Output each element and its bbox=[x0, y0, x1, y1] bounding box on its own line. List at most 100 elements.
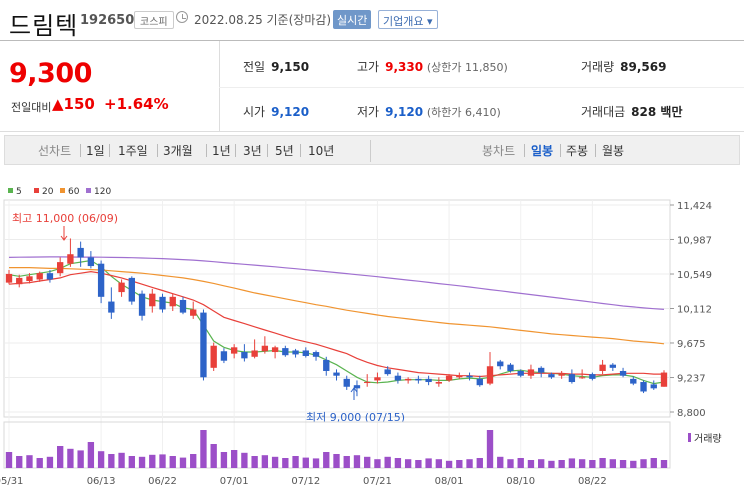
volume-bar bbox=[108, 454, 115, 468]
realtime-button[interactable]: 실시간 bbox=[333, 10, 372, 29]
candle-body bbox=[36, 273, 43, 280]
legend-swatch bbox=[8, 188, 13, 193]
volume-bar bbox=[128, 456, 135, 468]
stock-code: 192650 bbox=[80, 13, 135, 28]
stock-header: 드림텍 192650 코스피 2022.08.25 기준(장마감) 실시간 기업… bbox=[0, 0, 744, 40]
tab-period-1d[interactable]: 1일 bbox=[86, 144, 105, 158]
y-tick-label: 11,424 bbox=[677, 201, 712, 212]
volume-bar bbox=[210, 444, 217, 468]
clock-icon bbox=[176, 11, 188, 23]
y-tick-label: 8,800 bbox=[677, 408, 706, 419]
candle-body bbox=[282, 348, 289, 356]
legend-swatch bbox=[34, 188, 39, 193]
candlestick-chart[interactable]: 5 20 60 120 11,424 10,987 10,549 10,112 9,675 9,2… bbox=[0, 170, 744, 487]
candle-body bbox=[5, 273, 13, 283]
candle-body bbox=[466, 375, 473, 378]
candle-body bbox=[578, 377, 586, 379]
tab-period-1y[interactable]: 1년 bbox=[212, 144, 231, 158]
price-summary: 9,300 전일대비 ▲150 +1.64% 전일 9,150 고가 9,330 (… bbox=[0, 40, 744, 132]
max-arrow-icon bbox=[60, 226, 68, 241]
volume-bar bbox=[364, 456, 371, 468]
volume-bar bbox=[548, 460, 555, 468]
candle-body bbox=[456, 375, 463, 378]
x-tick-label: 07/12 bbox=[291, 476, 320, 487]
volume-bar bbox=[486, 430, 494, 468]
candle-body bbox=[364, 382, 371, 384]
x-tick-label: 07/21 bbox=[363, 476, 392, 487]
candle-body bbox=[374, 377, 381, 381]
volume-bar bbox=[251, 456, 258, 468]
volume-bar bbox=[640, 459, 647, 468]
candle-body bbox=[486, 366, 494, 384]
volume-bar bbox=[282, 458, 289, 468]
candle-body bbox=[230, 347, 238, 354]
candle-body bbox=[323, 359, 330, 371]
volume-bar bbox=[179, 457, 187, 468]
market-badge: 코스피 bbox=[134, 11, 174, 29]
tab-period-3m[interactable]: 3개월 bbox=[163, 144, 193, 158]
tab-candle-chart[interactable]: 봉차트 bbox=[482, 144, 516, 158]
legend-swatch bbox=[60, 188, 65, 193]
divider bbox=[157, 144, 158, 157]
divider bbox=[109, 144, 110, 157]
volume-bar bbox=[333, 454, 340, 468]
volume-bar bbox=[609, 459, 617, 468]
company-info-dropdown[interactable]: 기업개요 ▾ bbox=[378, 10, 438, 29]
tab-candle-monthly[interactable]: 월봉 bbox=[602, 144, 625, 158]
volume-bar bbox=[497, 456, 504, 468]
tab-candle-daily[interactable]: 일봉 bbox=[531, 144, 554, 158]
volume-bar bbox=[56, 446, 64, 468]
candle-body bbox=[251, 350, 258, 357]
base-date: 2022.08.25 기준(장마감) bbox=[194, 13, 332, 27]
tab-period-1w[interactable]: 1주일 bbox=[118, 144, 148, 158]
change-amount: ▲150 bbox=[52, 95, 95, 113]
x-tick-label: 08/22 bbox=[578, 476, 607, 487]
volume-bar bbox=[87, 442, 95, 468]
volume-legend-swatch bbox=[688, 433, 691, 442]
tab-period-10y[interactable]: 10년 bbox=[308, 144, 335, 158]
volume-bar bbox=[169, 456, 176, 468]
volume-bar bbox=[138, 456, 146, 468]
candle-body bbox=[46, 273, 54, 280]
candle-body bbox=[56, 262, 64, 274]
tab-period-3y[interactable]: 3년 bbox=[243, 144, 262, 158]
volume-bar bbox=[118, 452, 125, 468]
volume-bar bbox=[292, 456, 299, 468]
volume-bar bbox=[589, 460, 596, 468]
x-tick-label: 06/13 bbox=[87, 476, 116, 487]
x-tick-label: 05/31 bbox=[0, 476, 23, 487]
candle-body bbox=[118, 282, 125, 293]
candle-body bbox=[97, 263, 105, 297]
candle-body bbox=[149, 293, 156, 307]
candle-body bbox=[619, 370, 627, 376]
x-tick-label: 07/01 bbox=[220, 476, 249, 487]
candle-body bbox=[261, 345, 269, 352]
volume-bar bbox=[312, 458, 320, 468]
candle-body bbox=[26, 276, 33, 282]
candle-body bbox=[271, 347, 279, 353]
candle-body bbox=[640, 382, 647, 392]
tab-period-5y[interactable]: 5년 bbox=[275, 144, 294, 158]
volume-bar bbox=[568, 458, 576, 468]
divider bbox=[267, 144, 268, 157]
divider bbox=[235, 144, 236, 157]
volume-bar bbox=[578, 459, 586, 468]
divider bbox=[370, 140, 371, 162]
volume-bar bbox=[517, 458, 524, 468]
candle-body bbox=[394, 375, 402, 381]
volume-bar bbox=[36, 458, 43, 468]
volume-bar bbox=[271, 456, 279, 468]
tab-candle-weekly[interactable]: 주봉 bbox=[566, 144, 589, 158]
candle-body bbox=[138, 293, 146, 316]
chart-tab-bar: 선차트 1일 1주일 3개월 1년 3년 5년 10년 봉차트 일봉 주봉 월봉 bbox=[4, 135, 740, 165]
volume-bar bbox=[97, 451, 105, 468]
candle-body bbox=[609, 364, 617, 368]
trade-volume: 거래량 89,569 bbox=[581, 60, 667, 74]
volume-bar bbox=[343, 456, 350, 468]
volume-bar bbox=[435, 459, 443, 468]
legend-label: 120 bbox=[94, 187, 111, 197]
candle-body bbox=[159, 296, 166, 310]
stock-name: 드림텍 bbox=[9, 12, 79, 40]
volume-bar bbox=[149, 454, 156, 468]
tab-line-chart[interactable]: 선차트 bbox=[38, 144, 72, 158]
